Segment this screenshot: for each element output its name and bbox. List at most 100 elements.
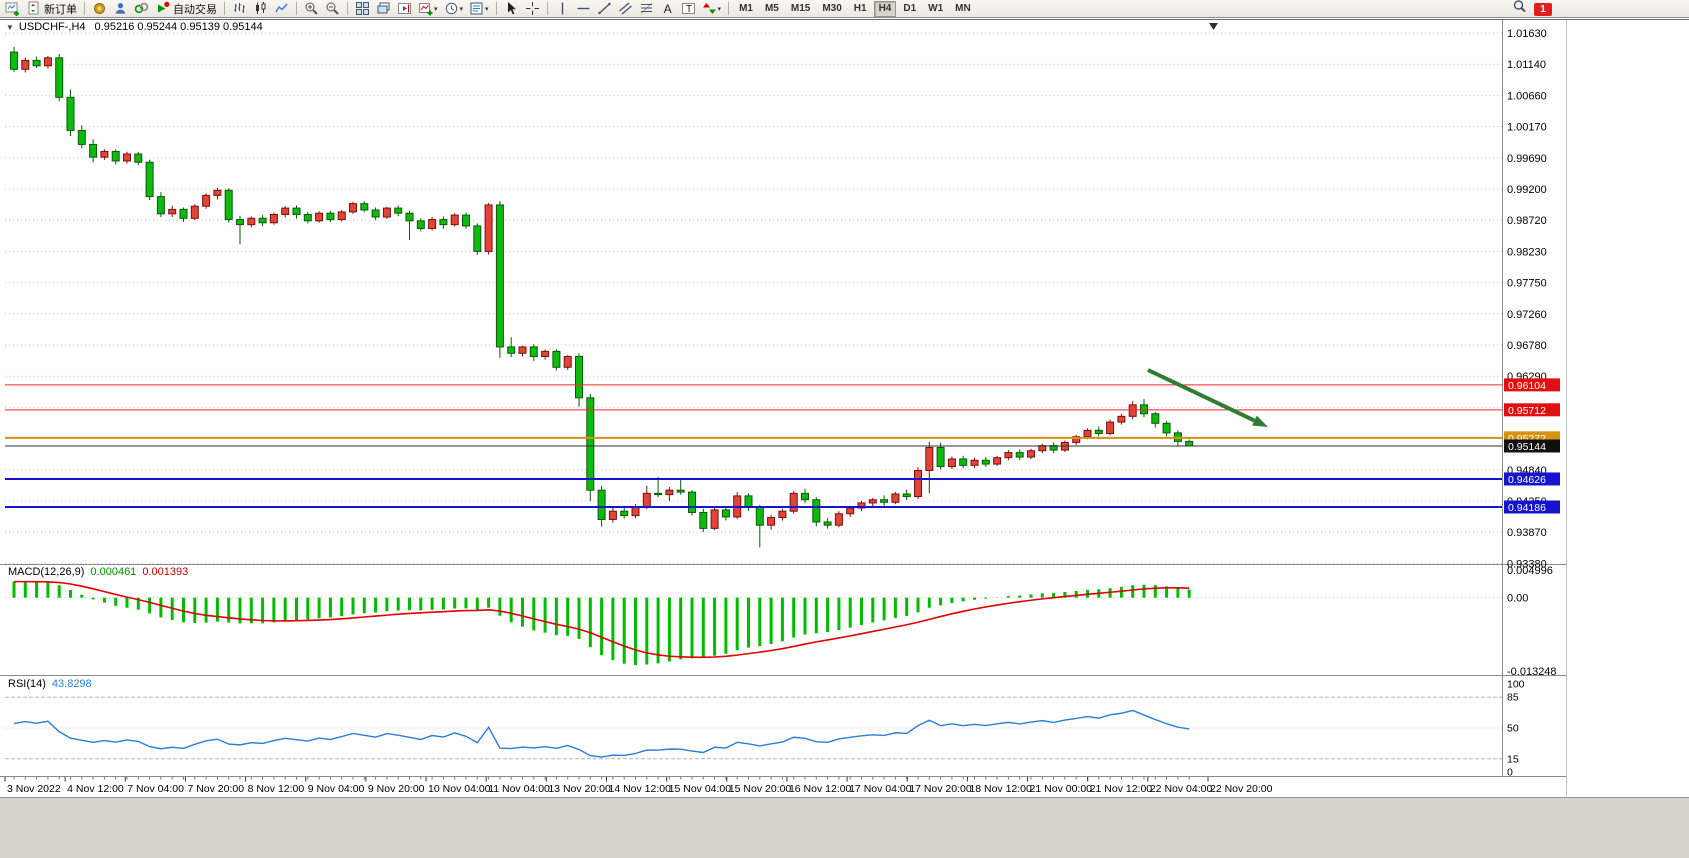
- time-axis-label: 21 Nov 00:00: [1030, 783, 1093, 795]
- chart-shift-button[interactable]: [395, 0, 414, 17]
- tf-mn-button[interactable]: MN: [955, 2, 971, 14]
- cascade-windows-button[interactable]: [374, 0, 393, 17]
- fibonacci-retracement-icon: [639, 1, 654, 16]
- quotes-icon: [92, 1, 107, 16]
- price-axis-label: 0.98230: [1507, 246, 1547, 258]
- time-axis-label: 17 Nov 04:00: [849, 783, 912, 795]
- toolbar-separator: [347, 2, 348, 15]
- new-chart-button[interactable]: [3, 0, 22, 17]
- candlestick-mode-button[interactable]: [251, 0, 270, 17]
- time-axis-label: 7 Nov 20:00: [187, 783, 244, 795]
- rsi-axis-label: 85: [1507, 692, 1519, 704]
- price-axis-label: 0.97260: [1507, 309, 1547, 321]
- text-button[interactable]: A: [658, 0, 677, 17]
- tf-d1-button[interactable]: D1: [903, 2, 917, 14]
- arrows-icon: [702, 1, 717, 16]
- periods-button[interactable]: ▾: [442, 0, 466, 17]
- crosshair-button[interactable]: [523, 0, 542, 17]
- market-watch-icon: [134, 1, 149, 16]
- bar-chart-mode-button[interactable]: [230, 0, 249, 17]
- trendline-button[interactable]: [595, 0, 614, 17]
- price-badge: 0.96104: [1504, 378, 1560, 392]
- tf-w1-button[interactable]: W1: [928, 2, 944, 14]
- chart-title-overlay: ▼ USDCHF-,H4 0.95216 0.95244 0.95139 0.951…: [6, 21, 263, 33]
- cursor-button[interactable]: [502, 0, 521, 17]
- price-badge: 0.95144: [1504, 439, 1560, 453]
- rsi-axis-label: 50: [1507, 723, 1519, 735]
- time-axis-label: 9 Nov 20:00: [368, 783, 425, 795]
- quotes-button[interactable]: [90, 0, 109, 17]
- svg-text:0.96104: 0.96104: [1508, 380, 1546, 392]
- zoom-out-button[interactable]: [323, 0, 342, 17]
- auto-trading-button[interactable]: 自动交易: [153, 0, 219, 17]
- svg-text:0.94186: 0.94186: [1508, 502, 1546, 514]
- vertical-line-button[interactable]: [553, 0, 572, 17]
- macd-histogram: [12, 581, 1191, 666]
- macd-axis-label: 0.004996: [1507, 565, 1553, 577]
- horizontal-line-button[interactable]: [574, 0, 593, 17]
- one-click-expander-icon[interactable]: ▼: [6, 23, 14, 32]
- new-chart-icon: [5, 1, 20, 16]
- time-axis-label: 21 Nov 12:00: [1090, 783, 1153, 795]
- time-axis-label: 17 Nov 20:00: [909, 783, 972, 795]
- tile-windows-icon: [355, 1, 370, 16]
- new-order-button[interactable]: 新订单: [24, 0, 79, 17]
- templates-button[interactable]: ▾: [467, 0, 491, 17]
- equidistant-channel-button[interactable]: [616, 0, 635, 17]
- chevron-down-icon: ▾: [434, 5, 438, 13]
- time-axis[interactable]: 3 Nov 2022 4 Nov 12:00 7 Nov 04:00 7 Nov 20…: [4, 777, 1273, 795]
- price-axis-label: 1.01140: [1507, 59, 1546, 71]
- price-badge: 0.94626: [1504, 472, 1560, 486]
- tf-m5-button[interactable]: M5: [764, 2, 779, 14]
- arrows-button[interactable]: ▾: [700, 0, 724, 17]
- search-button[interactable]: [1512, 0, 1527, 19]
- macd-signal-line: [13, 580, 1190, 659]
- tile-windows-button[interactable]: [353, 0, 372, 17]
- line-chart-mode-button[interactable]: [272, 0, 291, 17]
- down-arrow-object[interactable]: [1147, 368, 1268, 427]
- symbol-period-label: USDCHF-,H4: [18, 21, 86, 33]
- rsi-indicator-label: RSI(14) 43.8298: [8, 678, 92, 690]
- tf-m15-button[interactable]: M15: [790, 2, 811, 14]
- macd-main-value: 0.000461: [90, 566, 137, 578]
- price-axis-label: 0.97750: [1507, 278, 1547, 290]
- zoom-in-button[interactable]: [302, 0, 321, 17]
- svg-text:0.94626: 0.94626: [1508, 474, 1546, 486]
- tf-h1-button[interactable]: H1: [853, 2, 867, 14]
- time-axis-label: 18 Nov 12:00: [969, 783, 1032, 795]
- market-watch-button[interactable]: [132, 0, 151, 17]
- price-axis-label: 0.93380: [1507, 558, 1547, 570]
- profiles-button[interactable]: [111, 0, 130, 17]
- notifications-badge[interactable]: 1: [1534, 2, 1552, 16]
- price-badge: 0.95712: [1504, 403, 1560, 417]
- price-axis[interactable]: 1.01630 1.01140 1.00660 1.00170 0.99690 0.992…: [1504, 28, 1560, 779]
- chevron-down-icon: ▾: [717, 5, 722, 13]
- cursor-icon: [504, 1, 519, 16]
- auto-trading-label: 自动交易: [173, 3, 217, 16]
- periods-icon: [444, 1, 459, 16]
- indicators-button[interactable]: ▾: [416, 0, 440, 17]
- rsi-axis-label: 0: [1507, 767, 1513, 779]
- time-axis-label: 14 Nov 12:00: [609, 783, 672, 795]
- chevron-down-icon: ▾: [485, 5, 489, 13]
- fibonacci-retracement-button[interactable]: [637, 0, 656, 17]
- tf-m1-button[interactable]: M1: [739, 2, 753, 14]
- toolbar: 新订单 自动交易 ▾ ▾ ▾ A T ▾ M1 M5 M15 M30 H1 H4 D1 W1 MN 1: [0, 0, 1689, 18]
- toolbar-separator: [495, 2, 497, 15]
- chart-shift-marker-icon[interactable]: [1209, 23, 1218, 30]
- time-axis-label: 22 Nov 04:00: [1150, 783, 1213, 795]
- rsi-axis-label: 100: [1507, 679, 1525, 691]
- tf-m30-button[interactable]: M30: [822, 2, 842, 14]
- svg-text:A: A: [663, 2, 671, 16]
- ohlc-readout: 0.95216 0.95244 0.95139 0.95144: [94, 21, 263, 33]
- svg-text:0.95144: 0.95144: [1508, 441, 1546, 453]
- time-axis-label: 10 Nov 04:00: [428, 783, 491, 795]
- toolbar-separator: [84, 2, 85, 15]
- trendline-icon: [597, 1, 612, 16]
- tf-h4-button[interactable]: H4: [873, 0, 897, 17]
- price-badge: 0.94186: [1504, 500, 1560, 514]
- text-label-button[interactable]: T: [679, 0, 698, 17]
- time-axis-label: 7 Nov 04:00: [127, 783, 184, 795]
- horizontal-lines[interactable]: [5, 384, 1502, 508]
